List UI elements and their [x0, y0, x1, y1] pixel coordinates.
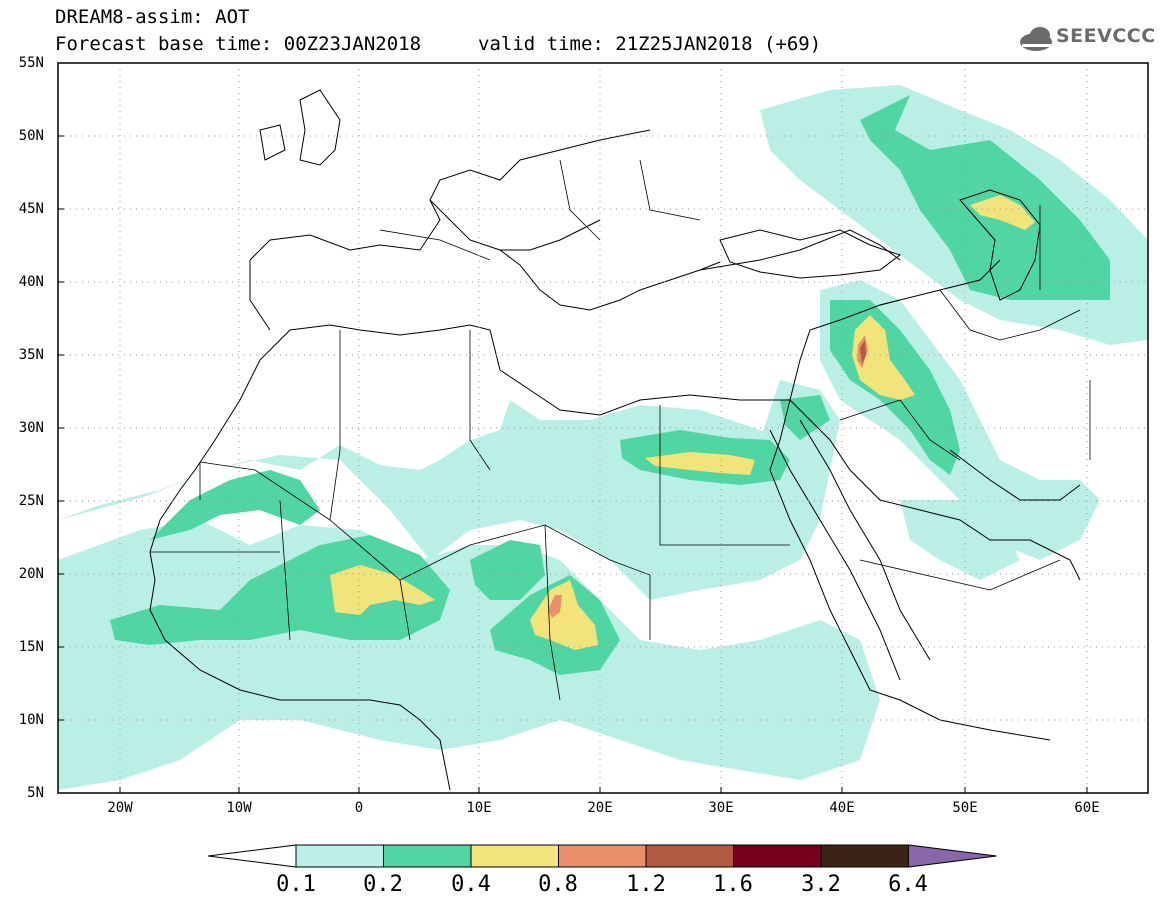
colorbar-swatch: [295, 844, 384, 868]
lat-label: 10N: [18, 712, 44, 728]
lat-label: 45N: [18, 201, 44, 217]
axis-ticks: [58, 62, 1088, 793]
base-time: Forecast base time: 00Z23JAN2018: [55, 33, 422, 55]
aot-field-extreme: [860, 340, 866, 364]
colorbar-swatch: [645, 844, 734, 868]
colorbar-label: 1.6: [713, 872, 753, 897]
lon-label: 0: [354, 800, 364, 816]
lat-label: 5N: [27, 785, 44, 801]
lat-label: 55N: [18, 55, 44, 71]
lat-label: 30N: [18, 420, 44, 436]
lon-label: 60E: [1074, 800, 1100, 816]
seevccc-logo: [1020, 27, 1052, 51]
lat-label: 35N: [18, 347, 44, 363]
lat-label: 15N: [18, 639, 44, 655]
lon-label: 20E: [587, 800, 613, 816]
aot-field-high: [330, 195, 1035, 650]
colorbar-swatch: [383, 844, 472, 868]
lat-label: 20N: [18, 566, 44, 582]
colorbar-label: 6.4: [888, 872, 928, 897]
colorbar-label: 3.2: [801, 872, 841, 897]
lon-label: 20W: [107, 800, 133, 816]
valid-time: valid time: 21Z25JAN2018 (+69): [478, 33, 822, 55]
lat-label: 40N: [18, 274, 44, 290]
colorbar-swatch: [558, 844, 647, 868]
cloud-icon: [1020, 27, 1052, 51]
colorbar-label: 0.8: [538, 872, 578, 897]
lon-label: 50E: [952, 800, 978, 816]
lat-label: 50N: [18, 128, 44, 144]
logo-text: SEEVCCC: [1056, 25, 1156, 47]
colorbar-label: 0.2: [363, 872, 403, 897]
coastlines: [149, 89, 1081, 791]
lon-label: 10W: [226, 800, 252, 816]
lon-label: 40E: [829, 800, 855, 816]
lon-label: 30E: [708, 800, 734, 816]
colorbar-label: 0.4: [451, 872, 491, 897]
colorbar-swatch: [820, 844, 909, 868]
colorbar-label: 0.1: [276, 872, 316, 897]
product-title: DREAM8-assim: AOT: [55, 6, 250, 28]
lon-label: 10E: [466, 800, 492, 816]
colorbar-arrow-left: [207, 844, 297, 868]
colorbar-swatch: [733, 844, 822, 868]
colorbar-label: 1.2: [626, 872, 666, 897]
colorbar-arrow-right: [908, 844, 997, 868]
country-borders: [150, 159, 1091, 701]
lat-label: 25N: [18, 493, 44, 509]
colorbar-swatch: [470, 844, 559, 868]
